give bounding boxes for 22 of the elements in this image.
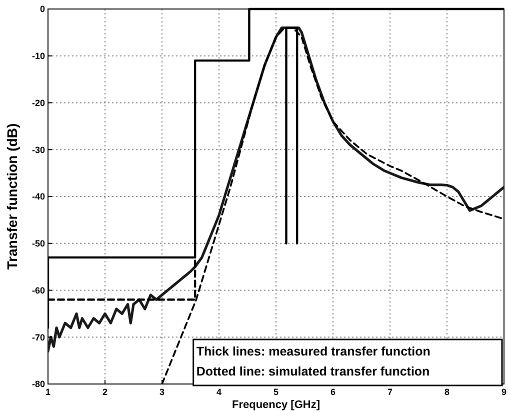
y-tick-label: 0 [40, 4, 45, 14]
y-tick-label: -50 [32, 238, 45, 249]
x-tick-label: 2 [102, 387, 108, 397]
y-tick-label: -30 [32, 144, 45, 155]
y-tick-label: -20 [32, 98, 45, 108]
y-tick-label: -40 [32, 192, 45, 202]
y-tick-label: -80 [32, 379, 45, 390]
x-tick-label: 5 [273, 387, 279, 397]
y-tick-label: -60 [32, 285, 45, 296]
annotation: Thick lines: measured transfer function [196, 344, 430, 358]
x-tick-label: 1 [45, 387, 51, 397]
x-axis-title: Frequency [GHz] [232, 399, 320, 411]
y-tick-label: -10 [32, 51, 45, 62]
y-axis-title: Transfer function (dB) [4, 123, 20, 270]
x-tick-label: 4 [216, 387, 222, 397]
x-tick-label: 9 [501, 387, 507, 397]
x-tick-label: 7 [387, 387, 393, 397]
x-tick-label: 8 [444, 387, 450, 397]
x-tick-label: 3 [159, 387, 165, 397]
annotation: Dotted line: simulated transfer function [196, 364, 430, 378]
x-tick-label: 6 [330, 387, 336, 397]
y-tick-label: -70 [32, 332, 45, 342]
